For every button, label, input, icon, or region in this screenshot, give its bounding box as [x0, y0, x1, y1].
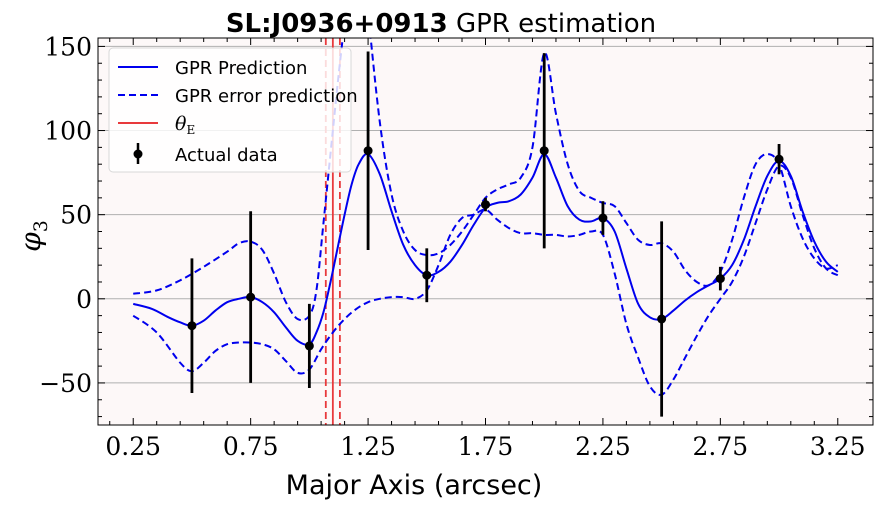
x-tick-label: 2.25	[575, 432, 631, 461]
y-axis-label-sub: 3	[30, 220, 52, 232]
data-point	[422, 270, 432, 280]
legend: GPR Prediction GPR error prediction θE A…	[108, 47, 358, 173]
data-point	[657, 314, 667, 324]
legend-label-error: GPR error prediction	[175, 86, 358, 107]
data-point	[187, 321, 197, 331]
y-tick-label: 0	[76, 285, 92, 314]
legend-label-prediction: GPR Prediction	[175, 58, 307, 79]
data-point	[539, 146, 549, 156]
y-tick-label: 150	[44, 32, 92, 61]
y-axis-label: φ3	[14, 220, 52, 252]
x-tick-label: 3.25	[810, 432, 866, 461]
data-point	[774, 154, 784, 164]
data-point	[246, 292, 256, 302]
chart-title-bold: SL:J0936+0913	[226, 9, 448, 39]
data-point	[363, 146, 373, 156]
legend-swatch-data-dot	[133, 149, 143, 159]
y-axis-label-main: φ	[14, 232, 47, 252]
chart-title: SL:J0936+0913 GPR estimation	[226, 9, 656, 39]
actual-data-points	[187, 51, 784, 417]
chart-title-rest: GPR estimation	[448, 9, 656, 39]
x-tick-label: 0.25	[105, 432, 161, 461]
axis-ticks	[98, 38, 873, 425]
x-axis-label: Major Axis (arcsec)	[286, 470, 543, 501]
tick-labels: 0.25 0.75 1.25 1.75 2.25 2.75 3.25 −50 0 50 100 150	[39, 32, 865, 461]
legend-box	[108, 47, 352, 173]
data-point	[481, 200, 490, 210]
x-tick-label: 1.25	[340, 432, 396, 461]
legend-label-data: Actual data	[175, 145, 278, 166]
data-point	[304, 341, 314, 351]
data-point	[598, 213, 608, 223]
legend-label-theta: θE	[175, 113, 195, 137]
x-tick-label: 2.75	[693, 432, 749, 461]
x-tick-label: 1.75	[458, 432, 514, 461]
gpr-error-lower-line	[132, 164, 839, 396]
y-tick-label: 100	[44, 117, 92, 146]
y-tick-label: −50	[39, 369, 92, 398]
data-point	[715, 274, 725, 284]
x-tick-label: 0.75	[223, 432, 279, 461]
y-tick-label: 50	[60, 201, 92, 230]
